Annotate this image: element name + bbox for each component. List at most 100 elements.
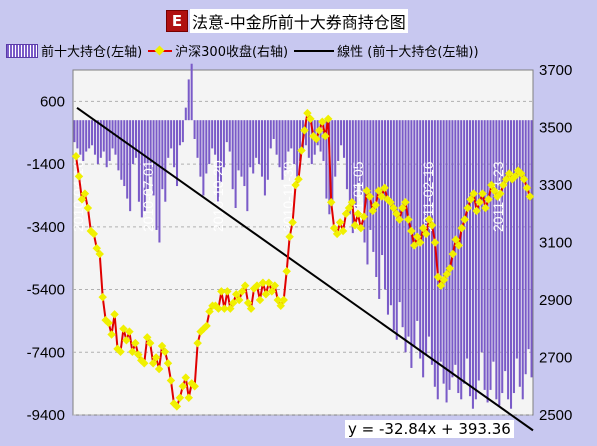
close-point-131 <box>460 215 469 224</box>
bar-131 <box>457 120 460 394</box>
bar-124 <box>436 120 439 400</box>
bar-69 <box>275 120 278 155</box>
bar-62 <box>255 120 258 158</box>
left-tick-0: 600 <box>40 93 65 110</box>
close-point-54 <box>231 290 241 299</box>
bar-148 <box>507 120 510 400</box>
right-tick-1: 3500 <box>539 120 572 137</box>
close-point-73 <box>288 218 297 227</box>
close-point-139 <box>484 195 493 204</box>
close-point-36 <box>178 382 188 391</box>
close-point-102 <box>374 186 383 195</box>
bar-5 <box>88 120 91 149</box>
close-point-2 <box>77 195 87 204</box>
trendline <box>76 107 534 432</box>
bar-95 <box>351 120 354 234</box>
close-point-106 <box>386 198 395 207</box>
bar-112 <box>401 120 404 328</box>
bar-75 <box>293 120 296 165</box>
bar-57 <box>240 120 243 177</box>
close-point-49 <box>217 287 226 296</box>
close-point-15 <box>116 347 125 356</box>
bar-121 <box>427 120 431 337</box>
bar-107 <box>386 120 389 315</box>
bar-133 <box>463 120 466 384</box>
close-point-93 <box>347 198 357 207</box>
x-date-labels: 2010-04-16 2010-07-01 2010-10-20 2010-11-30… <box>70 160 506 232</box>
bar-126 <box>442 120 445 384</box>
close-point-128 <box>451 235 461 244</box>
x-date-label-0: 2010-04-16 <box>70 160 86 232</box>
bar-45 <box>205 120 208 174</box>
bar-138 <box>477 120 480 381</box>
bar-60 <box>249 120 252 168</box>
close-point-83 <box>318 117 327 126</box>
close-point-32 <box>166 376 176 385</box>
legend: 前十大持仓(左轴) 沪深300收盘(右轴) 線性 (前十大持仓(左轴)) <box>6 41 485 60</box>
bar-134 <box>466 120 469 359</box>
close-point-12 <box>107 330 116 339</box>
bar-106 <box>384 120 387 290</box>
bar-40 <box>190 63 193 121</box>
close-point-44 <box>202 321 211 331</box>
close-point-91 <box>341 209 351 218</box>
bar-21 <box>134 120 138 158</box>
bar-44 <box>202 120 205 196</box>
close-point-68 <box>273 295 283 305</box>
bar-155 <box>527 120 530 350</box>
close-point-58 <box>243 298 253 308</box>
legend-item-trend: 線性 (前十大持仓(左轴)) <box>294 41 479 60</box>
bar-94 <box>348 120 351 215</box>
close-point-8 <box>95 249 104 259</box>
bar-42 <box>196 120 199 158</box>
legend-swatch-line <box>148 49 173 52</box>
close-point-78 <box>303 108 312 118</box>
bar-51 <box>222 120 225 168</box>
close-point-67 <box>270 281 280 290</box>
close-point-45 <box>205 307 214 316</box>
bar-22 <box>137 120 140 202</box>
x-date-label-3: 2010-11-30 <box>280 161 296 232</box>
close-point-21 <box>134 350 143 359</box>
bar-89 <box>334 120 337 177</box>
left-tick-1: -1400 <box>27 156 65 173</box>
bar-23 <box>140 120 143 218</box>
close-point-55 <box>234 295 244 305</box>
bar-35 <box>175 120 179 187</box>
close-point-132 <box>463 203 472 213</box>
close-point-70 <box>279 295 288 305</box>
bar-50 <box>219 120 222 183</box>
close-point-19 <box>128 347 137 356</box>
close-point-81 <box>312 134 321 144</box>
bar-127 <box>445 120 448 403</box>
close-point-116 <box>415 238 425 247</box>
close-point-137 <box>478 189 487 198</box>
close-point-20 <box>131 338 140 348</box>
bar-116 <box>413 120 416 346</box>
close-point-146 <box>504 169 514 178</box>
bar-117 <box>416 120 419 321</box>
close-point-27 <box>151 353 161 362</box>
close-point-114 <box>410 241 419 250</box>
close-point-62 <box>255 295 265 305</box>
close-point-101 <box>371 200 380 210</box>
bar-149 <box>510 120 513 409</box>
bar-24 <box>143 120 146 212</box>
legend-label-index: 沪深300收盘(右轴) <box>175 45 289 60</box>
bar-49 <box>217 120 220 202</box>
bar-53 <box>228 120 231 152</box>
bar-86 <box>325 120 328 199</box>
bar-41 <box>193 120 196 139</box>
close-point-111 <box>401 198 410 207</box>
right-tick-3: 3100 <box>539 235 572 252</box>
bar-142 <box>489 120 492 390</box>
bar-64 <box>260 120 264 177</box>
close-point-0 <box>71 152 81 161</box>
right-tick-2: 3300 <box>539 177 572 194</box>
bar-17 <box>123 120 126 187</box>
bar-67 <box>269 120 272 149</box>
close-point-120 <box>427 221 437 230</box>
close-point-7 <box>92 244 102 253</box>
close-point-29 <box>157 341 167 351</box>
left-tick-5: -9400 <box>27 407 65 424</box>
